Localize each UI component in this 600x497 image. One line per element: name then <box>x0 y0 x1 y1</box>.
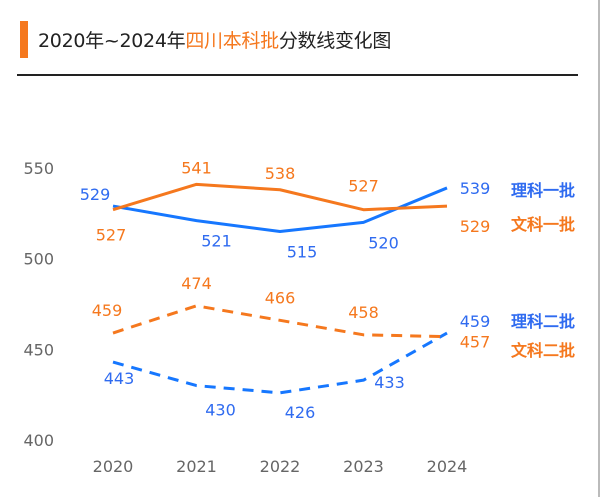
y-tick-label: 550 <box>23 159 54 178</box>
y-tick-label: 500 <box>23 250 54 269</box>
series-line <box>112 304 448 339</box>
data-label: 458 <box>348 303 379 322</box>
title-accent-bar <box>20 21 28 58</box>
series-legend-label: 理科一批 <box>511 181 575 200</box>
data-label: 457 <box>460 333 491 352</box>
series-line <box>112 331 448 395</box>
title-suffix: 分数线变化图 <box>278 30 392 52</box>
series-legend-label: 文科二批 <box>511 341 575 360</box>
title-divider <box>17 74 578 76</box>
data-label: 430 <box>205 401 236 420</box>
data-label: 474 <box>181 274 212 293</box>
y-tick-label: 450 <box>23 340 54 359</box>
data-label: 541 <box>181 158 212 177</box>
data-label: 433 <box>374 373 405 392</box>
x-tick-label: 2024 <box>427 457 468 476</box>
x-tick-label: 2021 <box>176 457 217 476</box>
data-label: 527 <box>96 226 127 245</box>
x-tick-label: 2020 <box>93 457 134 476</box>
series-line <box>112 186 448 233</box>
data-label: 529 <box>80 185 111 204</box>
data-label: 443 <box>104 369 135 388</box>
title-prefix: 2020年~2024年 <box>38 30 186 52</box>
x-tick-label: 2023 <box>343 457 384 476</box>
data-label: 515 <box>287 242 318 261</box>
data-label: 529 <box>460 217 491 236</box>
title-highlight: 四川本科批 <box>185 30 279 52</box>
y-tick-label: 400 <box>23 431 54 450</box>
chart-title: 2020年~2024年四川本科批分数线变化图 <box>38 26 391 53</box>
data-label: 426 <box>285 403 316 422</box>
data-label: 459 <box>460 312 491 331</box>
data-label: 539 <box>460 179 491 198</box>
data-label: 466 <box>265 288 296 307</box>
series-legend-label: 理科二批 <box>511 312 575 331</box>
series-line <box>112 182 448 212</box>
x-tick-label: 2022 <box>260 457 301 476</box>
data-label: 459 <box>92 301 123 320</box>
data-label: 521 <box>201 232 232 251</box>
data-label: 527 <box>348 177 379 196</box>
data-label: 520 <box>368 233 399 252</box>
series-legend-label: 文科一批 <box>511 215 575 234</box>
right-border <box>598 0 600 497</box>
data-label: 538 <box>265 164 296 183</box>
